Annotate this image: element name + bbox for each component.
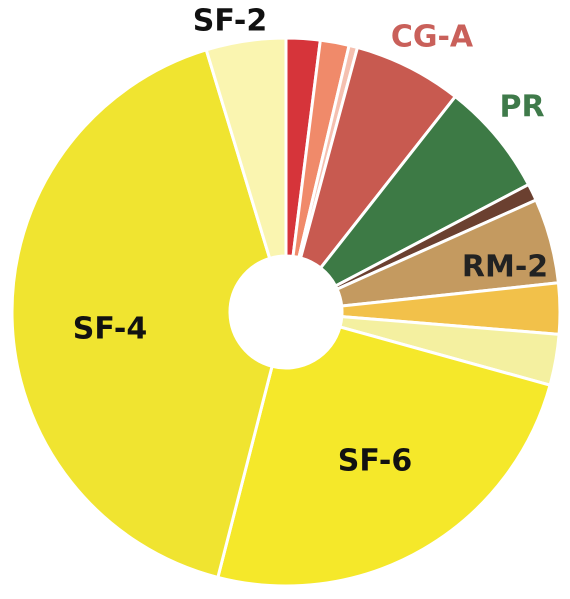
donut-segment — [204, 36, 288, 261]
segment-label: PR — [499, 90, 544, 125]
donut-segment — [318, 94, 531, 288]
donut-segment — [216, 325, 552, 588]
segment-label: CG-A — [391, 20, 474, 55]
segment-label: RM-2 — [462, 250, 548, 285]
donut-segment — [10, 47, 274, 580]
segment-label: SF-2 — [193, 4, 268, 39]
segment-label: SF-4 — [73, 312, 148, 347]
segment-label: SF-6 — [338, 444, 413, 479]
